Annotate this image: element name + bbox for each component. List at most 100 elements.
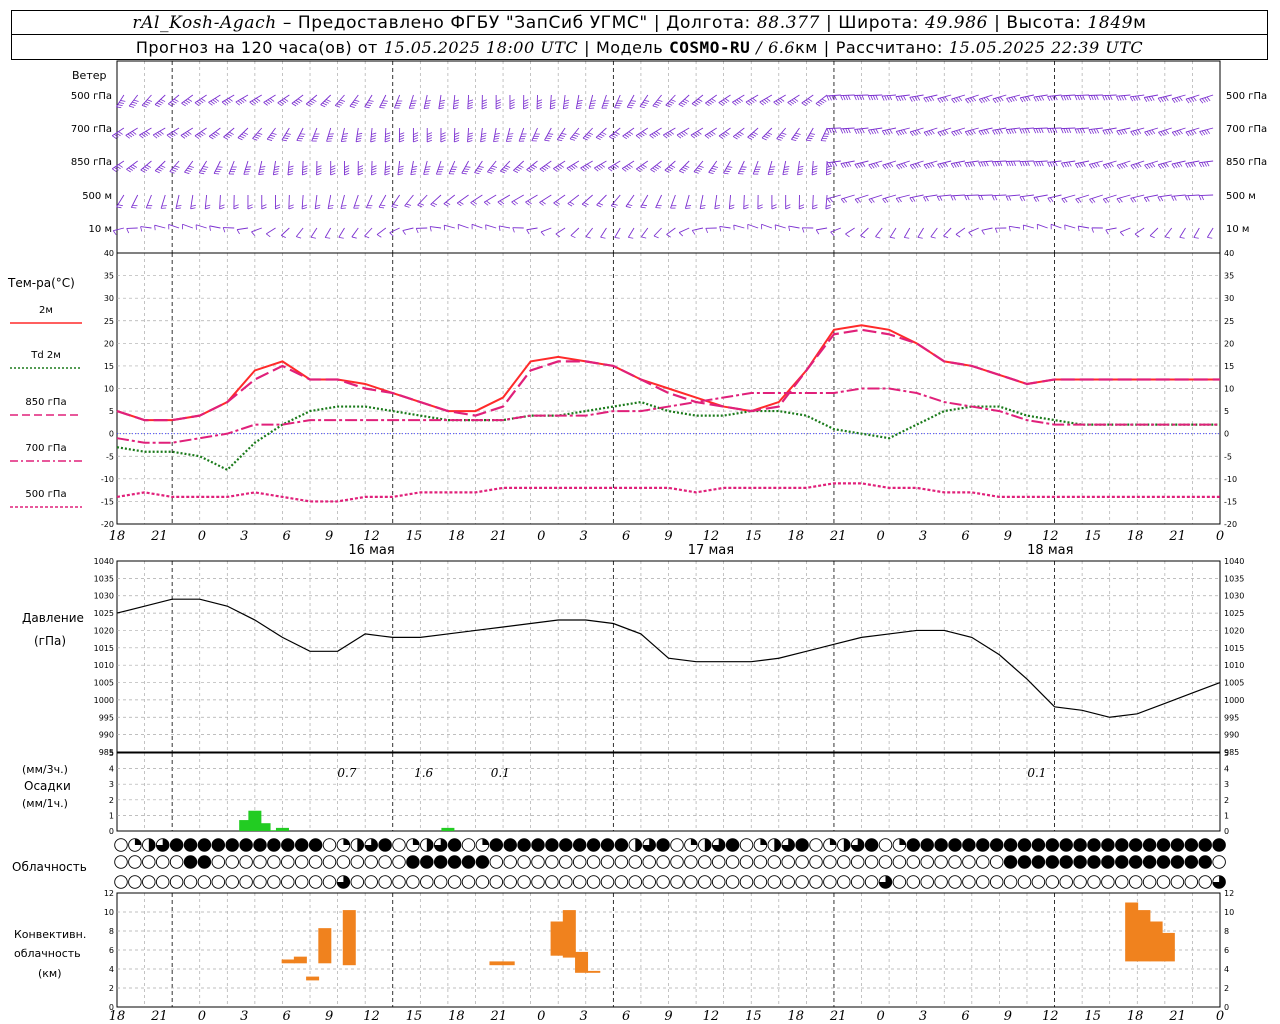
wind-barb-tick <box>951 131 955 137</box>
wind-barb-tick <box>722 99 728 104</box>
wind-barb-tick <box>1068 128 1072 134</box>
wind-barb <box>964 194 979 197</box>
wind-barb <box>154 94 166 105</box>
wind-barb <box>249 94 262 103</box>
wind-barb-tick <box>812 170 818 173</box>
cloud-symbol-fill <box>148 838 156 852</box>
wind-barb-tick <box>903 95 907 101</box>
wind-barb-tick <box>306 103 311 107</box>
wind-barb-tick <box>826 173 832 176</box>
wind-barb-tick <box>187 131 192 135</box>
wind-barb-tick <box>1047 128 1050 134</box>
wind-barb-tick <box>324 100 329 104</box>
cloud-symbol <box>572 838 587 852</box>
wind-barb-tick <box>344 170 350 173</box>
wind-barb-tick <box>652 105 658 108</box>
wind-barb <box>1144 127 1159 133</box>
wind-barb <box>353 194 359 209</box>
cloud-symbol-fill <box>434 838 447 852</box>
wind-barb-tick <box>895 198 900 203</box>
wind-barb-tick <box>302 204 308 207</box>
wind-barb-tick <box>1006 98 1010 103</box>
wind-barb-tick <box>1093 162 1098 168</box>
wind-barb-tick <box>454 134 460 138</box>
wind-barb-tick <box>371 165 377 168</box>
wind-barb-tick <box>1013 128 1017 134</box>
wind-barb <box>525 194 538 203</box>
wind-barb <box>180 127 194 136</box>
wind-barb-tick <box>610 166 615 171</box>
wind-barb-tick <box>771 204 777 207</box>
cloud-symbol <box>392 855 406 869</box>
cloud-symbol <box>586 838 601 852</box>
y-tick-label: 2 <box>1224 984 1229 993</box>
wind-barb-tick <box>225 135 230 139</box>
x-tick-label: 9 <box>664 1009 672 1024</box>
cloud-symbol <box>1059 838 1073 852</box>
cloud-symbol <box>1045 855 1060 869</box>
wind-barb-tick <box>1144 131 1148 137</box>
wind-barb-tick <box>412 166 418 168</box>
wind-barb-tick <box>328 207 334 210</box>
wind-barb-tick <box>222 227 226 233</box>
wind-barb-tick <box>1008 129 1012 134</box>
wind-barb-tick <box>301 207 307 210</box>
wind-barb-tick <box>641 204 648 207</box>
x-tick-label: 18 <box>109 1009 126 1024</box>
wind-barb-tick <box>1033 197 1037 202</box>
cloud-symbol <box>475 855 490 869</box>
wind-barb-tick <box>561 132 567 135</box>
wind-barb-tick <box>705 228 709 234</box>
wind-barb-tick <box>209 225 211 231</box>
wind-barb <box>1149 227 1159 237</box>
wind-barb-tick <box>700 207 706 210</box>
wind-barb <box>978 160 993 163</box>
x-tick-label: 21 <box>150 529 168 544</box>
wind-barb-tick <box>641 104 647 107</box>
wind-barb-tick <box>200 170 206 173</box>
wind-barb-tick <box>571 136 577 139</box>
wind-barb-tick <box>132 164 137 168</box>
wind-barb <box>467 127 470 142</box>
cloud-symbol <box>989 855 1004 869</box>
wind-barb-tick <box>546 135 552 137</box>
wind-barb-tick <box>826 162 830 168</box>
wind-barb-tick <box>1077 198 1082 203</box>
cloud-symbol <box>336 855 351 869</box>
wind-barb-tick <box>650 169 656 173</box>
cloud-symbol <box>878 838 893 852</box>
wind-barb <box>816 227 828 231</box>
wind-barb-tick <box>953 98 958 103</box>
wind-barb-tick <box>743 204 749 207</box>
wind-barb-tick <box>127 133 133 138</box>
wind-barb <box>840 94 855 97</box>
wind-barb <box>705 94 718 104</box>
wind-barb-tick <box>944 162 949 167</box>
wind-barb-tick <box>263 102 268 106</box>
data-layer <box>114 324 1226 981</box>
wind-barb <box>607 160 621 169</box>
wind-barb-tick <box>147 99 152 102</box>
wind-barb-tick <box>574 132 580 135</box>
wind-barb-tick <box>745 101 751 106</box>
wind-barb-tick <box>267 138 273 141</box>
y-tick-label: 4 <box>1224 965 1229 974</box>
alt-unit: м <box>1133 12 1147 33</box>
cloud-symbol <box>809 838 823 852</box>
wind-barb <box>376 227 387 235</box>
wind-barb-tick <box>999 96 1004 102</box>
wind-barb <box>1075 127 1090 130</box>
wind-barb-tick <box>654 103 660 106</box>
wind-barb <box>801 94 814 104</box>
wind-barb-tick <box>156 168 162 172</box>
wind-barb <box>378 194 387 208</box>
wind-barb-tick <box>338 101 344 104</box>
wind-barb <box>423 160 428 175</box>
wind-barb-tick <box>710 169 716 172</box>
wind-barb-tick <box>316 170 322 173</box>
wind-barb-tick <box>1146 131 1151 136</box>
cloud-symbol <box>878 855 893 869</box>
cloud-symbol <box>559 838 573 852</box>
wind-barb-tick <box>1188 98 1192 103</box>
wind-barb-tick <box>243 132 249 135</box>
